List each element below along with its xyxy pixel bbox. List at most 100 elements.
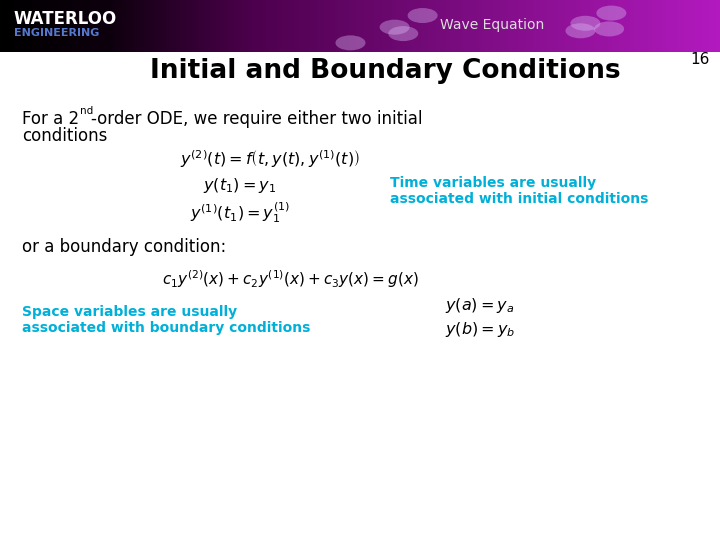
Bar [518,0,523,52]
Bar [544,0,548,52]
Bar [486,0,490,52]
Bar [0,0,4,52]
Bar [414,0,418,52]
Bar [378,0,382,52]
Bar [83,0,87,52]
Bar [205,0,210,52]
Bar [482,0,487,52]
Bar [529,0,534,52]
Bar [122,0,127,52]
Bar [342,0,346,52]
Bar [50,0,55,52]
Bar [94,0,98,52]
Bar [522,0,526,52]
Bar [428,0,433,52]
Ellipse shape [588,14,618,29]
Bar [14,0,19,52]
Bar [662,0,667,52]
Bar [392,0,397,52]
Bar [198,0,202,52]
Bar [241,0,246,52]
Bar [540,0,544,52]
Bar [158,0,163,52]
Bar [331,0,336,52]
Bar [382,0,386,52]
Bar [439,0,444,52]
Bar [295,0,300,52]
Text: $y(t_1)= y_1$: $y(t_1)= y_1$ [203,176,276,195]
Bar [691,0,696,52]
Bar [644,0,649,52]
Bar [18,0,22,52]
Bar [266,0,271,52]
Bar [666,0,670,52]
Bar [421,0,426,52]
Bar [356,0,361,52]
Bar [101,0,105,52]
Bar [223,0,228,52]
Bar [320,0,325,52]
Bar [112,0,116,52]
Bar [338,0,343,52]
Bar [709,0,714,52]
Bar [608,0,613,52]
Bar [446,0,451,52]
Bar [367,0,372,52]
Bar [130,0,134,52]
Bar [162,0,166,52]
Bar [648,0,652,52]
Bar [68,0,73,52]
Text: $c_1 y^{(2)}(x)+c_2 y^{(1)}(x)+c_3 y(x)= g(x)$: $c_1 y^{(2)}(x)+c_2 y^{(1)}(x)+c_3 y(x)=… [161,268,418,289]
Bar [79,0,84,52]
Bar [551,0,555,52]
Bar [22,0,26,52]
Bar [673,0,678,52]
Bar [526,0,530,52]
Bar [220,0,224,52]
Bar [43,0,48,52]
Bar [65,0,69,52]
Bar [140,0,145,52]
Bar [364,0,368,52]
Text: -order ODE, we require either two initial: -order ODE, we require either two initia… [91,110,423,128]
Bar [493,0,498,52]
Text: nd: nd [80,106,94,116]
Bar [270,0,274,52]
Bar [191,0,195,52]
Bar [277,0,282,52]
Bar [594,0,598,52]
Bar [234,0,238,52]
Bar [299,0,303,52]
Bar [515,0,519,52]
Bar [680,0,685,52]
Bar [464,0,469,52]
Bar [374,0,379,52]
Bar [306,0,310,52]
Bar [403,0,408,52]
Text: For a 2: For a 2 [22,110,79,128]
Bar [151,0,156,52]
Bar [659,0,663,52]
Bar [407,0,411,52]
Bar [313,0,318,52]
Bar [562,0,566,52]
Ellipse shape [634,0,663,14]
Bar [227,0,231,52]
Bar [288,0,292,52]
Bar [187,0,192,52]
Bar [353,0,357,52]
Bar [695,0,699,52]
Bar [598,0,602,52]
Bar [688,0,692,52]
Bar [248,0,253,52]
Bar [472,0,476,52]
Bar [454,0,458,52]
Bar [533,0,537,52]
Bar [590,0,595,52]
Bar [133,0,138,52]
Bar [670,0,674,52]
Bar [536,0,541,52]
Bar [443,0,447,52]
Text: Wave Equation: Wave Equation [440,18,544,32]
Bar [4,0,8,52]
